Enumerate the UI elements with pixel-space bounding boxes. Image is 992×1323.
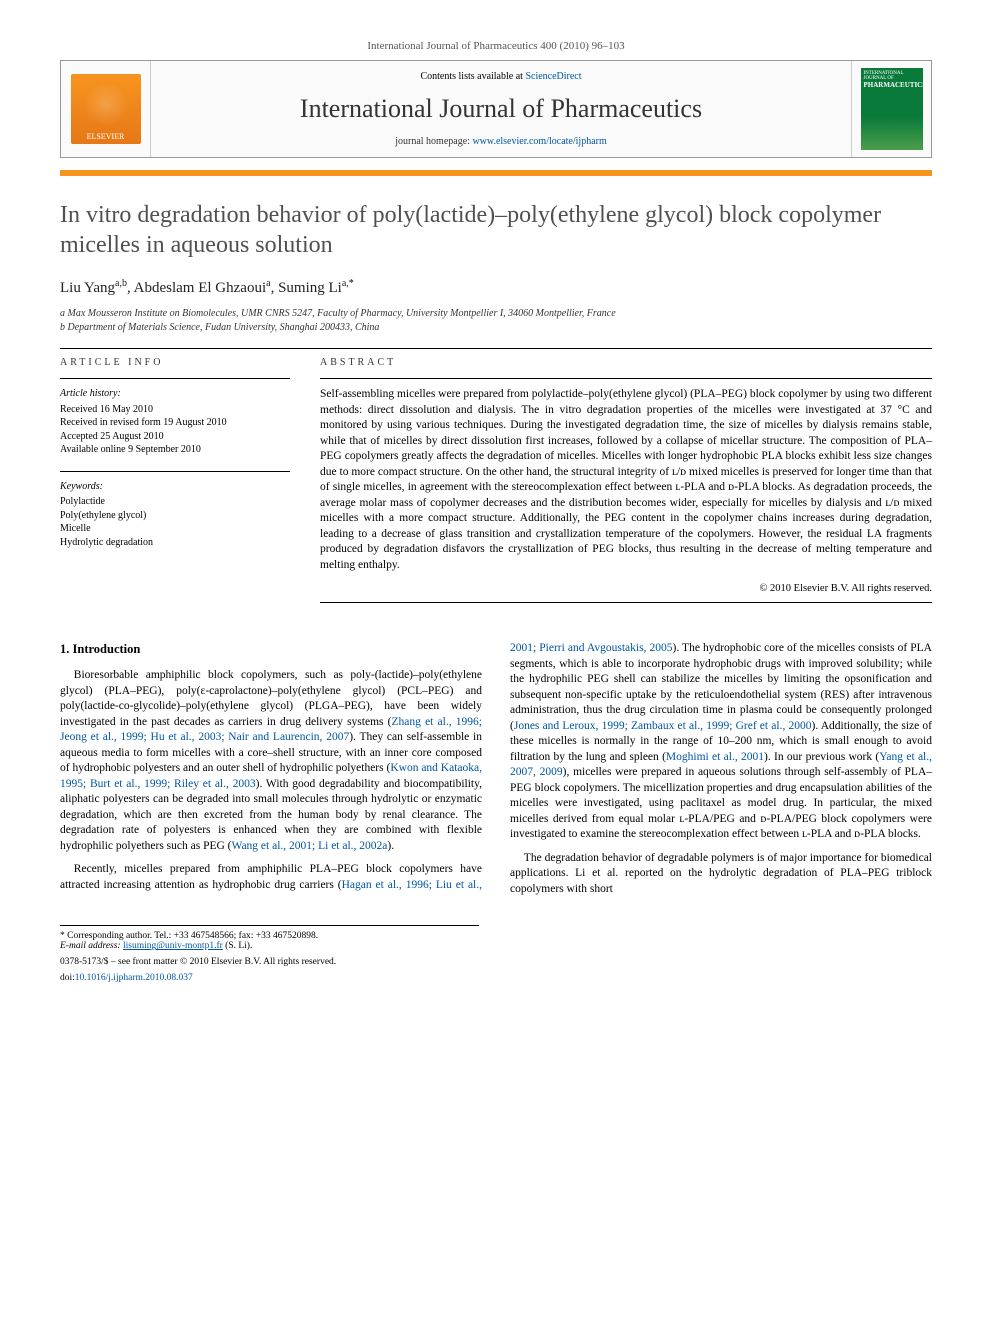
p2-b: ). The hydrophobic core of the micelles … <box>510 642 932 732</box>
history-online: Available online 9 September 2010 <box>60 443 290 457</box>
affiliations: a Max Mousseron Institute on Biomolecule… <box>60 307 932 334</box>
doi-link[interactable]: 10.1016/j.ijpharm.2010.08.037 <box>75 973 193 983</box>
email-person: (S. Li). <box>223 941 253 951</box>
journal-homepage-link[interactable]: www.elsevier.com/locate/ijpharm <box>472 136 606 147</box>
citation-link[interactable]: Jones and Leroux, 1999; Zambaux et al., … <box>514 720 812 732</box>
keyword-4: Hydrolytic degradation <box>60 536 290 550</box>
article-title: In vitro degradation behavior of poly(la… <box>60 200 932 260</box>
body-columns: 1. Introduction Bioresorbable amphiphili… <box>60 641 932 899</box>
front-matter-line: 0378-5173/$ – see front matter © 2010 El… <box>60 957 932 967</box>
publisher-logo-cell: ELSEVIER <box>61 61 151 157</box>
affiliation-b: b Department of Materials Science, Fudan… <box>60 321 932 335</box>
history-received: Received 16 May 2010 <box>60 403 290 417</box>
doi-label: doi: <box>60 973 75 983</box>
journal-cover-cell: INTERNATIONAL JOURNAL OF PHARMACEUTICS <box>851 61 931 157</box>
journal-info-cell: Contents lists available at ScienceDirec… <box>151 61 851 157</box>
author-3: Suming Li <box>278 280 342 296</box>
p2-d: ). In our previous work ( <box>764 751 879 763</box>
abstract-text: Self-assembling micelles were prepared f… <box>320 387 932 573</box>
homepage-prefix: journal homepage: <box>395 136 472 147</box>
divider <box>320 602 932 603</box>
author-3-affil: a, <box>342 278 349 289</box>
article-history-block: Article history: Received 16 May 2010 Re… <box>60 387 290 457</box>
elsevier-tree-icon: ELSEVIER <box>71 74 141 144</box>
article-info-column: ARTICLE INFO Article history: Received 1… <box>60 357 290 611</box>
homepage-line: journal homepage: www.elsevier.com/locat… <box>163 136 839 147</box>
affiliation-a: a Max Mousseron Institute on Biomolecule… <box>60 307 932 321</box>
sciencedirect-link[interactable]: ScienceDirect <box>525 71 581 82</box>
history-accepted: Accepted 25 August 2010 <box>60 430 290 444</box>
contents-available-line: Contents lists available at ScienceDirec… <box>163 71 839 82</box>
corresponding-footer: * Corresponding author. Tel.: +33 467548… <box>60 925 479 951</box>
journal-cover-thumbnail: INTERNATIONAL JOURNAL OF PHARMACEUTICS <box>861 68 923 150</box>
corresponding-note: * Corresponding author. Tel.: +33 467548… <box>60 931 479 941</box>
keywords-block: Keywords: Polylactide Poly(ethylene glyc… <box>60 480 290 550</box>
corresponding-email-line: E-mail address: lisuming@univ-montp1.fr … <box>60 941 479 951</box>
keyword-1: Polylactide <box>60 495 290 509</box>
citation-link[interactable]: Moghimi et al., 2001 <box>666 751 764 763</box>
info-abstract-row: ARTICLE INFO Article history: Received 1… <box>60 357 932 611</box>
author-list: Liu Yanga,b, Abdeslam El Ghzaouia, Sumin… <box>60 278 932 297</box>
keyword-3: Micelle <box>60 522 290 536</box>
abstract-copyright: © 2010 Elsevier B.V. All rights reserved… <box>320 583 932 594</box>
journal-name: International Journal of Pharmaceutics <box>163 94 839 124</box>
keywords-label: Keywords: <box>60 480 290 494</box>
cover-title: PHARMACEUTICS <box>864 81 920 89</box>
intro-para-1: Bioresorbable amphiphilic block copolyme… <box>60 668 482 854</box>
divider <box>60 471 290 472</box>
author-2: Abdeslam El Ghzaoui <box>134 280 266 296</box>
doi-line: doi:10.1016/j.ijpharm.2010.08.037 <box>60 973 932 983</box>
abstract-column: ABSTRACT Self-assembling micelles were p… <box>320 357 932 611</box>
email-link[interactable]: lisuming@univ-montp1.fr <box>123 941 223 951</box>
publisher-logo-label: ELSEVIER <box>87 132 125 141</box>
orange-divider-bar <box>60 170 932 176</box>
author-1-affil: a,b <box>115 278 127 289</box>
p2-e: ), micelles were prepared in aqueous sol… <box>510 766 932 840</box>
corresponding-mark: * <box>349 278 354 289</box>
running-head: International Journal of Pharmaceutics 4… <box>60 40 932 52</box>
citation-link[interactable]: Wang et al., 2001; Li et al., 2002a <box>232 840 388 852</box>
author-2-affil: a <box>266 278 270 289</box>
journal-header-panel: ELSEVIER Contents lists available at Sci… <box>60 60 932 158</box>
contents-prefix: Contents lists available at <box>420 71 525 82</box>
abstract-head: ABSTRACT <box>320 357 932 368</box>
intro-para-3: The degradation behavior of degradable p… <box>510 851 932 898</box>
p1-d: ). <box>387 840 394 852</box>
divider <box>60 348 932 349</box>
keyword-2: Poly(ethylene glycol) <box>60 509 290 523</box>
divider <box>320 378 932 379</box>
divider <box>60 378 290 379</box>
history-label: Article history: <box>60 387 290 401</box>
email-label: E-mail address: <box>60 941 123 951</box>
author-1: Liu Yang <box>60 280 115 296</box>
history-revised: Received in revised form 19 August 2010 <box>60 416 290 430</box>
section-heading-intro: 1. Introduction <box>60 641 482 658</box>
article-info-head: ARTICLE INFO <box>60 357 290 368</box>
